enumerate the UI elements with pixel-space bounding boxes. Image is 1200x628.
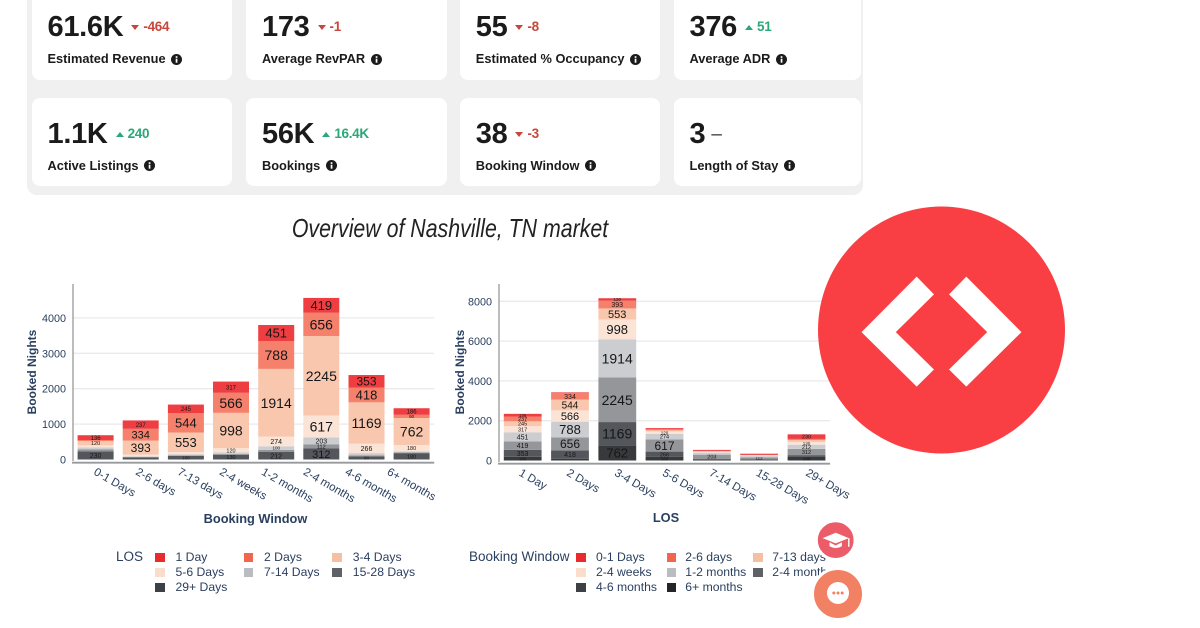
svg-text:4000: 4000 — [42, 313, 66, 325]
svg-text:1169: 1169 — [351, 415, 381, 431]
svg-text:353: 353 — [517, 451, 529, 458]
svg-text:245: 245 — [518, 422, 527, 428]
svg-text:130: 130 — [226, 455, 235, 461]
svg-text:203: 203 — [707, 455, 716, 461]
svg-text:393: 393 — [611, 302, 623, 309]
svg-text:553: 553 — [175, 435, 197, 450]
svg-text:136: 136 — [519, 413, 527, 418]
svg-text:8000: 8000 — [468, 296, 492, 308]
svg-text:274: 274 — [270, 439, 282, 446]
svg-text:2000: 2000 — [468, 416, 492, 428]
svg-text:419: 419 — [310, 298, 332, 313]
svg-text:312: 312 — [312, 449, 330, 461]
svg-text:130: 130 — [803, 441, 811, 446]
svg-text:15-28 Days: 15-28 Days — [754, 467, 811, 507]
svg-text:566: 566 — [561, 411, 579, 423]
svg-text:553: 553 — [608, 309, 626, 321]
svg-text:1914: 1914 — [602, 350, 633, 366]
svg-text:1169: 1169 — [602, 426, 632, 442]
svg-text:112: 112 — [756, 456, 764, 461]
svg-text:6000: 6000 — [468, 336, 492, 348]
svg-text:393: 393 — [131, 441, 151, 455]
svg-text:120: 120 — [613, 297, 621, 302]
svg-text:762: 762 — [606, 446, 628, 461]
svg-text:212: 212 — [802, 445, 811, 451]
svg-text:2245: 2245 — [602, 392, 633, 408]
svg-text:120: 120 — [661, 430, 669, 435]
svg-text:2000: 2000 — [42, 384, 66, 396]
svg-text:788: 788 — [559, 422, 581, 437]
svg-text:237: 237 — [136, 423, 147, 429]
svg-text:136: 136 — [91, 436, 102, 442]
svg-text:566: 566 — [219, 395, 243, 411]
svg-text:0-1 Days: 0-1 Days — [92, 466, 138, 500]
svg-text:29+ Days: 29+ Days — [804, 467, 853, 502]
svg-text:212: 212 — [270, 453, 282, 460]
svg-text:451: 451 — [517, 434, 529, 441]
svg-text:7-14 Days: 7-14 Days — [707, 467, 759, 504]
svg-text:3000: 3000 — [42, 348, 66, 360]
svg-text:230: 230 — [90, 453, 102, 460]
svg-text:186: 186 — [519, 456, 527, 461]
svg-text:334: 334 — [564, 394, 576, 401]
svg-text:317: 317 — [226, 385, 237, 391]
svg-text:112: 112 — [317, 444, 326, 450]
svg-text:266: 266 — [361, 446, 373, 453]
svg-text:100: 100 — [272, 446, 280, 451]
svg-text:203: 203 — [315, 438, 327, 445]
svg-text:Booked Nights: Booked Nights — [25, 329, 39, 414]
svg-text:998: 998 — [606, 322, 628, 337]
svg-text:7-13 days: 7-13 days — [175, 466, 225, 502]
svg-text:180: 180 — [661, 456, 669, 461]
svg-text:245: 245 — [181, 407, 192, 413]
svg-text:418: 418 — [564, 452, 576, 459]
svg-text:LOS: LOS — [653, 510, 680, 525]
svg-text:419: 419 — [517, 443, 529, 450]
svg-text:120: 120 — [91, 441, 100, 447]
svg-text:617: 617 — [654, 439, 674, 453]
svg-text:2 Days: 2 Days — [564, 467, 601, 495]
svg-text:266: 266 — [660, 452, 669, 458]
svg-text:5-6 Days: 5-6 Days — [660, 467, 706, 501]
svg-text:0: 0 — [486, 456, 492, 468]
svg-text:1 Day: 1 Day — [517, 467, 549, 493]
svg-text:2-6 days: 2-6 days — [133, 466, 177, 499]
svg-text:762: 762 — [400, 424, 424, 440]
svg-text:1000: 1000 — [42, 419, 66, 431]
svg-text:998: 998 — [219, 423, 243, 439]
svg-text:312: 312 — [802, 450, 811, 456]
svg-text:544: 544 — [175, 416, 197, 431]
svg-text:Booked Nights: Booked Nights — [453, 329, 467, 414]
svg-text:230: 230 — [802, 435, 811, 441]
svg-text:180: 180 — [407, 446, 416, 452]
svg-text:180: 180 — [803, 456, 811, 461]
svg-text:2245: 2245 — [306, 368, 337, 384]
svg-text:4000: 4000 — [468, 376, 492, 388]
svg-text:237: 237 — [518, 417, 527, 423]
svg-text:Booking Window: Booking Window — [204, 511, 308, 526]
svg-text:1914: 1914 — [261, 395, 292, 411]
svg-text:656: 656 — [560, 437, 580, 451]
svg-text:0: 0 — [60, 455, 66, 467]
svg-text:180: 180 — [407, 454, 416, 460]
svg-text:788: 788 — [265, 347, 289, 363]
svg-text:90: 90 — [409, 414, 415, 419]
svg-text:544: 544 — [562, 401, 579, 412]
svg-text:120: 120 — [226, 448, 235, 454]
svg-text:317: 317 — [518, 427, 527, 433]
svg-text:274: 274 — [660, 435, 669, 441]
svg-text:418: 418 — [356, 388, 378, 403]
svg-text:656: 656 — [310, 316, 334, 332]
svg-text:100: 100 — [182, 455, 190, 460]
svg-text:334: 334 — [132, 430, 150, 442]
svg-text:186: 186 — [407, 410, 418, 416]
svg-text:90: 90 — [364, 456, 370, 461]
svg-text:3-4 Days: 3-4 Days — [612, 467, 658, 501]
svg-text:451: 451 — [265, 326, 287, 341]
svg-text:353: 353 — [356, 375, 376, 389]
svg-text:617: 617 — [310, 418, 334, 434]
